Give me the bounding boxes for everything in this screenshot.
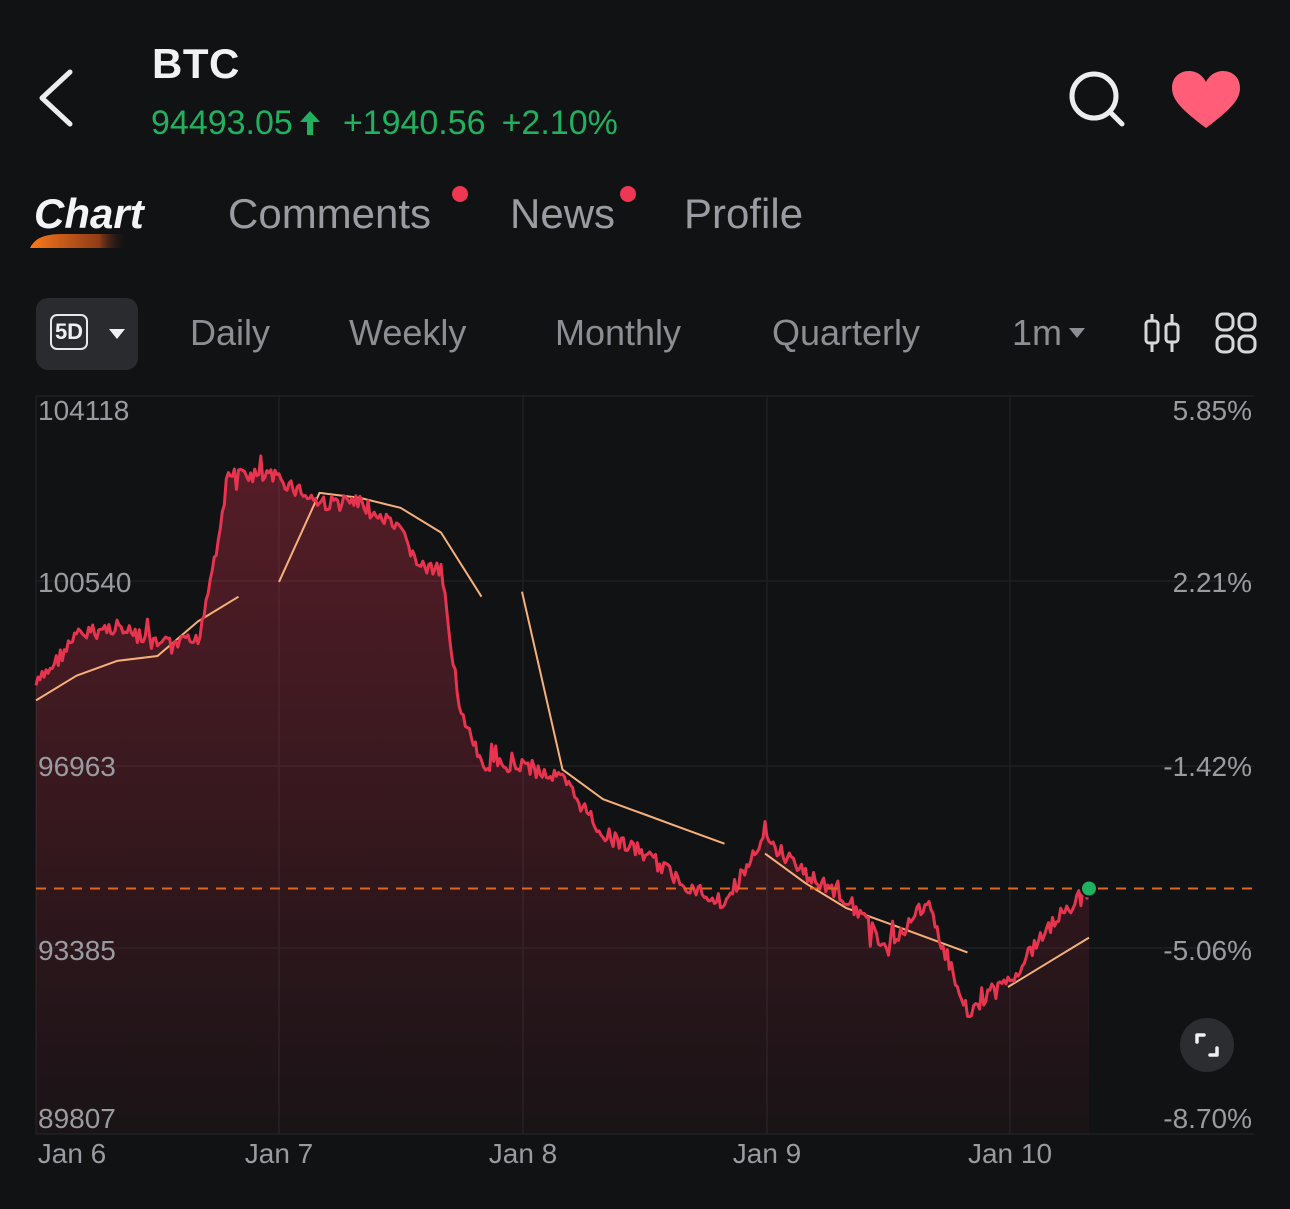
period-bar: 5D Daily Weekly Monthly Quarterly 1m bbox=[0, 298, 1290, 370]
up-arrow-icon bbox=[299, 109, 325, 139]
caret-down-icon bbox=[1069, 328, 1086, 338]
price-chart[interactable]: 104118 100540 96963 93385 89807 5.85% 2.21% -1.… bbox=[0, 388, 1290, 1209]
moving-average-line bbox=[278, 491, 483, 598]
price-change: +1940.56 bbox=[342, 104, 486, 142]
period-quarterly[interactable]: Quarterly bbox=[772, 312, 921, 353]
y-axis-label: 96963 bbox=[38, 751, 116, 782]
back-button[interactable] bbox=[30, 62, 90, 134]
y-axis-label: 100540 bbox=[38, 567, 131, 598]
symbol-title: BTC bbox=[152, 40, 240, 87]
interval-selector[interactable]: 1m bbox=[1012, 312, 1086, 354]
x-axis-label: Jan 8 bbox=[489, 1138, 558, 1169]
fullscreen-icon bbox=[1195, 1033, 1219, 1057]
search-button[interactable] bbox=[1064, 66, 1130, 132]
x-axis-label: Jan 9 bbox=[733, 1138, 802, 1169]
tab-chart[interactable]: Chart bbox=[34, 190, 144, 237]
x-axis-label: Jan 6 bbox=[38, 1138, 107, 1169]
range-badge: 5D bbox=[50, 314, 88, 350]
tab-comments[interactable]: Comments bbox=[228, 190, 432, 237]
y-axis-label: 89807 bbox=[38, 1103, 116, 1134]
back-arrow-icon bbox=[39, 69, 73, 127]
last-price-marker bbox=[1080, 879, 1098, 898]
moving-average-line bbox=[1007, 936, 1090, 988]
x-axis-label: Jan 7 bbox=[245, 1138, 314, 1169]
price-change-percent: +2.10% bbox=[501, 104, 618, 142]
tab-news[interactable]: News bbox=[510, 190, 616, 237]
candlestick-toggle[interactable] bbox=[1142, 312, 1182, 354]
y-axis-label: 104118 bbox=[38, 395, 129, 426]
price-area-fill bbox=[36, 456, 1089, 1134]
comments-unread-dot bbox=[452, 186, 468, 202]
period-weekly[interactable]: Weekly bbox=[349, 312, 467, 353]
y-axis-pct-label: 5.85% bbox=[1173, 395, 1252, 426]
y-axis-pct-label: -5.06% bbox=[1163, 935, 1252, 966]
last-price: 94493.05 bbox=[151, 104, 293, 142]
x-axis-label: Jan 10 bbox=[968, 1138, 1052, 1169]
y-axis-pct-label: -1.42% bbox=[1163, 751, 1252, 782]
tab-profile[interactable]: Profile bbox=[684, 190, 804, 237]
grid-layout-button[interactable] bbox=[1214, 312, 1258, 354]
range-selector[interactable]: 5D bbox=[36, 298, 138, 370]
period-daily[interactable]: Daily bbox=[190, 312, 271, 353]
fullscreen-button[interactable] bbox=[1180, 1018, 1234, 1072]
news-unread-dot bbox=[620, 186, 636, 202]
y-axis-pct-label: 2.21% bbox=[1173, 567, 1252, 598]
favorite-button[interactable] bbox=[1168, 68, 1244, 132]
caret-down-icon bbox=[109, 329, 125, 339]
interval-label: 1m bbox=[1012, 312, 1063, 353]
candlestick-icon bbox=[1144, 314, 1180, 352]
period-monthly[interactable]: Monthly bbox=[555, 312, 682, 353]
y-axis-label: 93385 bbox=[38, 935, 116, 966]
moving-average-line bbox=[521, 591, 725, 845]
heart-icon bbox=[1172, 71, 1240, 128]
active-tab-indicator bbox=[30, 234, 128, 248]
price-quote: 94493.05 +1940.56 +2.10% bbox=[151, 104, 618, 143]
grid-layout-icon bbox=[1215, 312, 1257, 354]
search-icon bbox=[1069, 71, 1125, 127]
y-axis-pct-label: -8.70% bbox=[1163, 1103, 1252, 1134]
tab-bar: Chart Comments News Profile bbox=[0, 186, 1290, 260]
price-line bbox=[34, 454, 1091, 1019]
